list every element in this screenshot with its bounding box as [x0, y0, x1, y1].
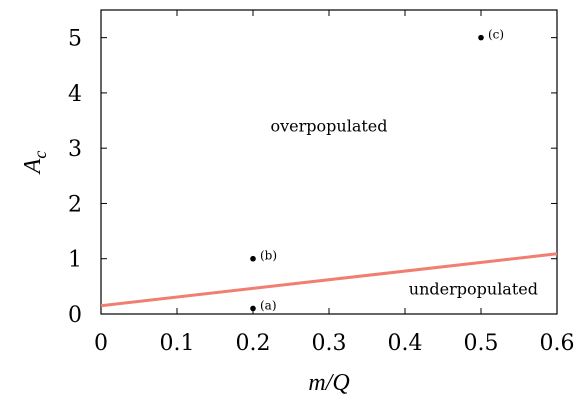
y-tick-label: 0 — [68, 303, 82, 328]
point-label: (a) — [260, 298, 277, 312]
y-axis-title-base: A — [20, 158, 46, 175]
x-tick-label: 0.3 — [312, 331, 347, 356]
y-axis-title: Ac — [20, 151, 50, 176]
x-tick-label: 0.4 — [388, 331, 423, 356]
y-tick-label: 1 — [68, 248, 82, 273]
annotations-layer: overpopulated underpopulated — [270, 117, 538, 299]
x-axis-title: m/Q — [308, 370, 349, 396]
data-point — [478, 34, 484, 41]
points-layer: (a) (b) (c) — [250, 28, 504, 312]
data-point — [250, 305, 256, 312]
x-tick-label: 0.2 — [236, 331, 271, 356]
x-tick-label: 0 — [94, 331, 108, 356]
y-tick-label: 5 — [68, 27, 82, 52]
plot-frame — [100, 9, 558, 315]
x-tick-label: 0.1 — [160, 331, 195, 356]
y-tick-label: 2 — [68, 192, 82, 217]
point-label: (b) — [260, 249, 277, 263]
region-label: underpopulated — [409, 280, 538, 299]
axis-ticks: 0 0.1 0.2 0.3 0.4 0.5 0.6 0 1 2 3 4 5 — [68, 10, 575, 356]
data-point — [250, 255, 256, 262]
point-label: (c) — [488, 28, 504, 42]
region-label: overpopulated — [270, 117, 387, 136]
y-axis-title-sub: c — [30, 151, 50, 159]
x-tick-label: 0.6 — [540, 331, 575, 356]
x-tick-label: 0.5 — [464, 331, 499, 356]
y-tick-label: 3 — [68, 137, 82, 162]
series-layer — [100, 252, 558, 308]
y-tick-label: 4 — [68, 82, 82, 107]
boundary-line — [100, 252, 558, 308]
